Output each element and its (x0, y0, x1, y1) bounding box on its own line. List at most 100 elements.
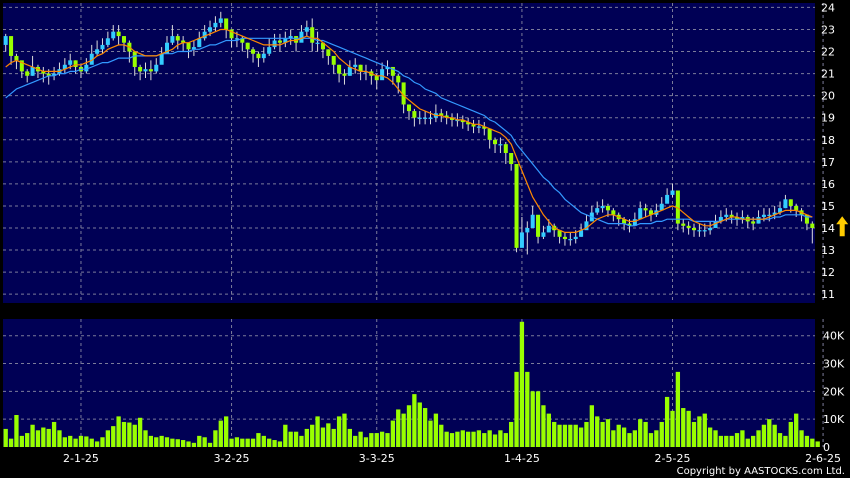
candle-body (648, 210, 654, 215)
volume-bar (261, 435, 266, 447)
candlestick (498, 137, 503, 153)
volume-bar (621, 427, 627, 447)
candle-body (272, 40, 277, 48)
volume-bar (799, 430, 804, 447)
candlestick (643, 203, 648, 217)
candlestick (417, 111, 422, 125)
volume-bar (363, 437, 369, 447)
price-tick-label: 12 (821, 266, 835, 279)
candlestick (691, 223, 697, 237)
candle-body (380, 69, 385, 81)
candle-body (702, 230, 707, 232)
volume-bar (412, 394, 417, 447)
volume-bar (347, 428, 352, 447)
candlestick (476, 119, 481, 134)
candle-body (191, 47, 196, 50)
candle-body (213, 22, 218, 28)
volume-bar (19, 435, 24, 447)
volume-bar (137, 417, 143, 447)
candlestick (519, 216, 524, 248)
candle-body (460, 119, 465, 123)
volume-bar (616, 424, 621, 447)
candle-body (186, 42, 191, 50)
candle-body (353, 64, 358, 67)
candle-body (52, 73, 57, 76)
candlestick (525, 221, 530, 255)
volume-bar (428, 420, 433, 447)
volume-bar (148, 435, 154, 447)
candlestick (170, 25, 175, 45)
volume-bar (224, 416, 229, 447)
candle-body (788, 199, 793, 206)
candle-body (256, 53, 261, 59)
candle-body (9, 36, 14, 56)
volume-bar (729, 435, 734, 447)
volume-bar (734, 433, 740, 447)
candle-body (675, 190, 680, 224)
volume-bar (315, 416, 320, 447)
candle-body (810, 223, 815, 228)
volume-bar (460, 430, 465, 447)
candle-body (557, 230, 562, 237)
candle-body (261, 53, 266, 59)
volume-bar (449, 433, 455, 447)
volume-bar (702, 413, 707, 447)
candle-body (3, 36, 8, 45)
volume-bar (514, 371, 519, 447)
candlestick (100, 38, 105, 54)
date-tick-label: 2-5-25 (655, 452, 691, 465)
date-tick-label: 1-4-25 (504, 452, 540, 465)
volume-bar (691, 421, 697, 447)
volume-bar (331, 428, 336, 447)
volume-bar (455, 431, 460, 447)
candlestick (272, 33, 277, 50)
candlestick (138, 64, 143, 81)
candle-body (240, 38, 245, 43)
candlestick (261, 47, 266, 63)
volume-bar (127, 422, 132, 447)
up-arrow-icon (836, 216, 849, 237)
candlestick (337, 64, 342, 83)
volume-bar (638, 419, 643, 447)
price-tick-label: 14 (821, 222, 835, 235)
candlestick (708, 221, 713, 235)
volume-bar (326, 423, 331, 447)
date-tick-label: 2-1-25 (63, 452, 99, 465)
date-tick-label: 3-2-25 (214, 452, 250, 465)
candle-body (73, 60, 78, 67)
price-tick-label: 20 (821, 90, 835, 103)
volume-bar (234, 437, 240, 447)
volume-bar (519, 321, 525, 447)
candle-body (95, 49, 100, 54)
candle-body (299, 31, 304, 43)
candle-body (767, 214, 772, 216)
candlestick (557, 230, 562, 244)
candle-body (686, 225, 691, 228)
candlestick (600, 199, 605, 213)
candlestick (514, 164, 519, 253)
volume-bar (568, 424, 573, 447)
candlestick (406, 104, 412, 120)
volume-bar (143, 430, 148, 447)
candlestick (466, 117, 471, 131)
candlestick (584, 214, 589, 231)
candle-body (735, 216, 740, 220)
volume-bars (3, 321, 820, 447)
volume-bar (94, 441, 100, 447)
candle-body (670, 190, 675, 195)
candle-body (546, 225, 551, 233)
candlestick (632, 212, 637, 226)
candle-body (761, 214, 766, 217)
volume-bar (73, 438, 78, 447)
volume-bar (444, 431, 449, 447)
volume-bar (105, 430, 111, 447)
candlestick (347, 60, 352, 76)
candle-body (148, 69, 153, 72)
candle-body (25, 71, 30, 76)
volume-bar (218, 420, 223, 447)
candle-body (605, 205, 610, 211)
candlestick (283, 31, 288, 48)
volume-bar (304, 428, 309, 447)
volume-bar (385, 433, 390, 447)
candlestick (116, 25, 121, 45)
